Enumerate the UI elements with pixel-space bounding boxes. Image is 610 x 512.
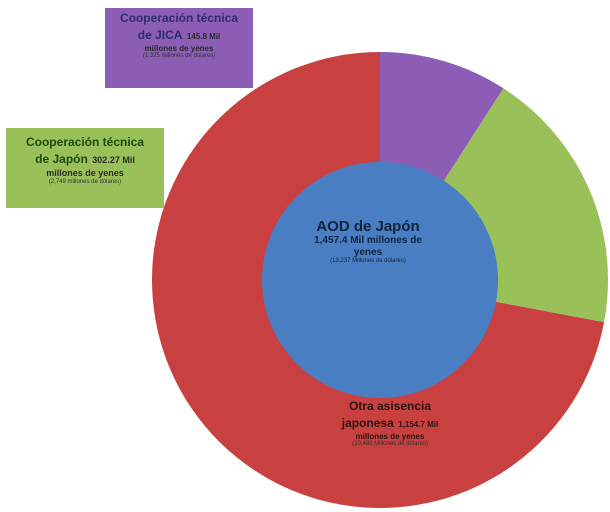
label-otra-note: (10,488 Millones de dólares) bbox=[352, 441, 428, 448]
label-otra-line1: Otra asisencia bbox=[348, 399, 432, 413]
label-jica: Cooperación técnica de JICA 145.8 Mil mi… bbox=[105, 8, 253, 88]
label-otra-line2-text: japonesa bbox=[341, 415, 394, 430]
label-japon-line2: de Japón 302.27 Mil bbox=[6, 150, 164, 168]
label-japon-line2-text: de Japón bbox=[35, 151, 88, 166]
center-disc bbox=[262, 162, 498, 398]
label-japon-note: (2,749 millones de dólares) bbox=[48, 178, 122, 185]
label-jica-value: 145.8 Mil bbox=[186, 31, 221, 41]
label-japon-unit: millones de yenes bbox=[46, 168, 124, 179]
label-jica-unit: millones de yenes bbox=[144, 44, 214, 54]
label-center: AOD de Japón 1,457.4 Mil millones de yen… bbox=[268, 218, 468, 298]
center-note: (13,237 Millones de dólares) bbox=[330, 258, 406, 265]
center-unit: yenes bbox=[353, 246, 383, 258]
label-japon: Cooperación técnica de Japón 302.27 Mil … bbox=[6, 128, 164, 208]
label-jica-line2: de JICA 145.8 Mil bbox=[105, 26, 253, 44]
label-otra: Otra asisencia japonesa 1,154.7 Mil mill… bbox=[300, 399, 480, 475]
label-jica-line1: Cooperación técnica bbox=[119, 11, 239, 25]
label-japon-line1: Cooperación técnica bbox=[25, 135, 145, 149]
label-otra-line2: japonesa 1,154.7 Mil bbox=[300, 414, 480, 432]
center-value: 1,457.4 Mil millones de bbox=[314, 235, 422, 247]
label-jica-note: (1,325 millones de dólares) bbox=[142, 53, 216, 60]
label-otra-unit: millones de yenes bbox=[355, 432, 425, 442]
label-japon-value: 302.27 Mil bbox=[92, 154, 135, 165]
center-title: AOD de Japón bbox=[316, 218, 420, 235]
label-otra-value: 1,154.7 Mil bbox=[398, 419, 439, 429]
label-jica-line2-text: de JICA bbox=[137, 27, 183, 42]
